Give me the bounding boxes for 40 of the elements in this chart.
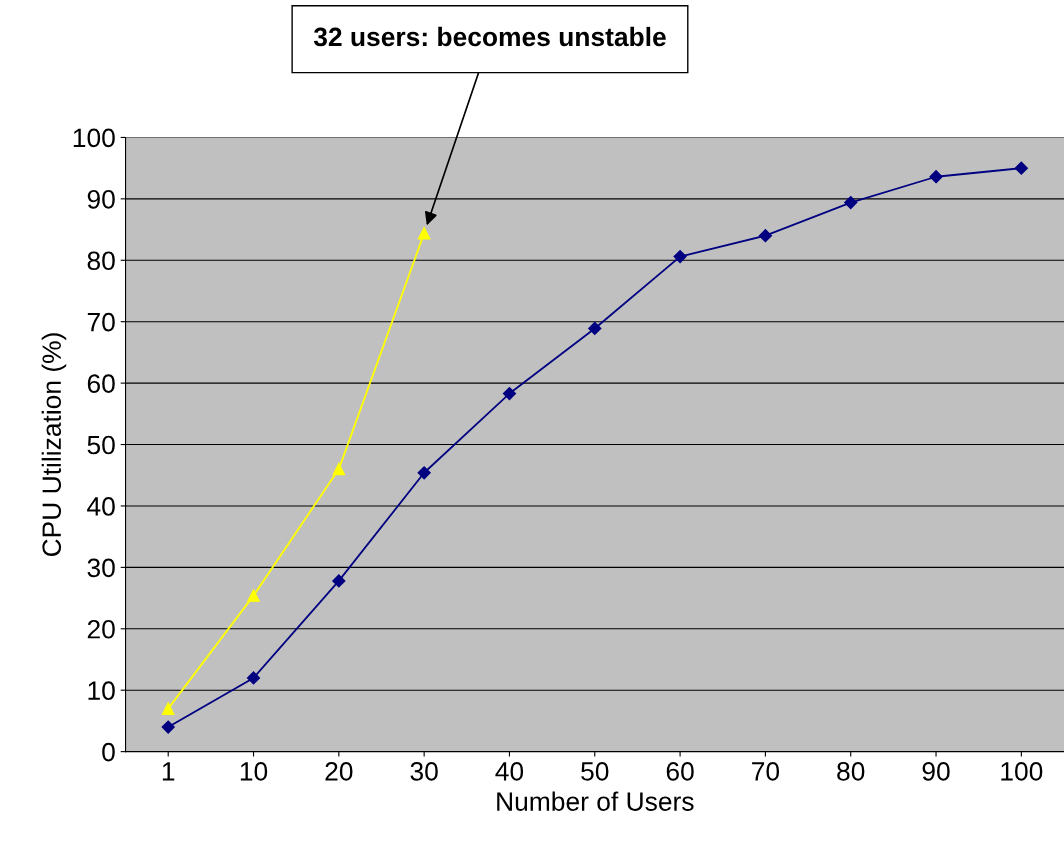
x-tick-label: 90 bbox=[922, 762, 950, 781]
x-tick-label: 100 bbox=[1001, 762, 1043, 781]
y-tick-label: 40 bbox=[87, 497, 115, 516]
point bbox=[673, 250, 687, 264]
text: 32 users: becomes unstable bbox=[313, 26, 666, 47]
point bbox=[1014, 161, 1028, 175]
y-tick-label: 20 bbox=[87, 619, 115, 639]
point bbox=[332, 574, 346, 588]
y-tick-label: 0 bbox=[102, 742, 115, 762]
y-tick-label: 10 bbox=[88, 681, 115, 701]
point bbox=[844, 195, 858, 210]
x-tick-label: 10 bbox=[240, 762, 268, 781]
point bbox=[332, 462, 346, 476]
x-tick-label: 40 bbox=[495, 762, 524, 781]
x-tick-label: 50 bbox=[581, 762, 609, 781]
x-tick-label: 80 bbox=[837, 762, 865, 781]
point bbox=[417, 466, 431, 480]
x-tick-label: 20 bbox=[325, 762, 353, 781]
point bbox=[929, 170, 943, 184]
point bbox=[758, 229, 772, 243]
x-tick-label: 1 bbox=[162, 762, 175, 781]
x-tick-label: 60 bbox=[666, 762, 694, 781]
x-axis-title: Number of Users bbox=[497, 791, 694, 811]
y-tick-label: 30 bbox=[87, 558, 115, 578]
point bbox=[161, 702, 175, 715]
x-tick-label: 30 bbox=[410, 762, 438, 781]
point bbox=[161, 720, 175, 734]
y-tick-label: 70 bbox=[87, 312, 115, 332]
y-tick-label: 90 bbox=[87, 189, 115, 209]
point bbox=[588, 321, 602, 336]
y-axis-title: CPU Utilization (%) bbox=[41, 333, 67, 557]
point bbox=[502, 386, 517, 401]
x-tick-label: 70 bbox=[752, 762, 780, 781]
y-tick-label: 80 bbox=[87, 251, 115, 271]
point bbox=[417, 227, 431, 240]
point bbox=[247, 589, 260, 602]
y-tick-label: 60 bbox=[87, 374, 115, 393]
y-tick-label: 100 bbox=[73, 128, 115, 148]
y-tick-label: 50 bbox=[87, 435, 115, 455]
point bbox=[246, 671, 261, 685]
